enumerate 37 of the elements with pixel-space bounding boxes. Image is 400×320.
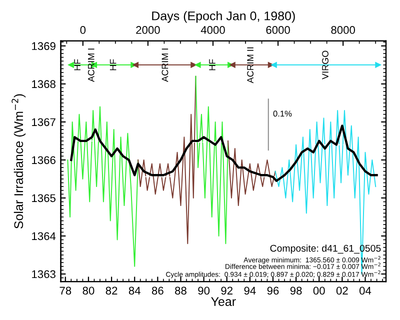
y-tick-label: 1369 <box>32 42 56 50</box>
x2-axis-title: Days (Epoch Jan 0, 1980) <box>152 11 295 23</box>
x-tick-label: 98 <box>290 286 302 295</box>
x-tick-label: 82 <box>106 286 118 295</box>
x-tick-label: 96 <box>267 286 279 295</box>
annotation: ACRIM II <box>247 47 254 84</box>
x-tick-label: 00 <box>313 286 325 295</box>
y-axis-title: Solar Irradiance (Wm$^{−2}$) <box>12 94 26 229</box>
y-tick-label: 1364 <box>32 232 56 240</box>
x-tick-label: 02 <box>336 286 348 295</box>
x-tick-label: 94 <box>244 286 256 295</box>
x-tick-label: 86 <box>152 286 164 295</box>
annotation: ACRIM I <box>88 48 94 82</box>
x-tick-label: 78 <box>60 286 72 295</box>
x-tick-label: 80 <box>82 286 94 295</box>
annotation: VIRGO <box>322 50 328 80</box>
annotation: HF <box>209 59 216 70</box>
x2-tick-label: 0 <box>80 26 86 34</box>
y-tick-label: 1363 <box>32 270 56 278</box>
x-tick-label: 90 <box>198 286 210 295</box>
annotation: HF <box>110 59 116 70</box>
x2-tick-label: 6000 <box>266 26 290 34</box>
y-tick-label: 1368 <box>32 80 56 88</box>
x-tick-label: 92 <box>221 286 232 295</box>
annotation: 0.1% <box>273 110 292 117</box>
annotation: HF <box>74 59 80 70</box>
x-tick-label: 84 <box>128 286 140 295</box>
x2-tick-label: 8000 <box>331 26 355 34</box>
y-tick-label: 1365 <box>32 194 56 202</box>
x2-tick-label: 2000 <box>136 26 160 34</box>
y-tick-label: 1366 <box>32 156 56 164</box>
x-axis-title: Year <box>211 297 236 306</box>
x2-tick-label: 4000 <box>200 26 225 34</box>
annotation: ACRIM I <box>162 48 168 82</box>
y-tick-label: 1367 <box>32 118 56 126</box>
x-tick-label: 88 <box>175 286 186 295</box>
x-tick-label: 04 <box>360 286 372 295</box>
